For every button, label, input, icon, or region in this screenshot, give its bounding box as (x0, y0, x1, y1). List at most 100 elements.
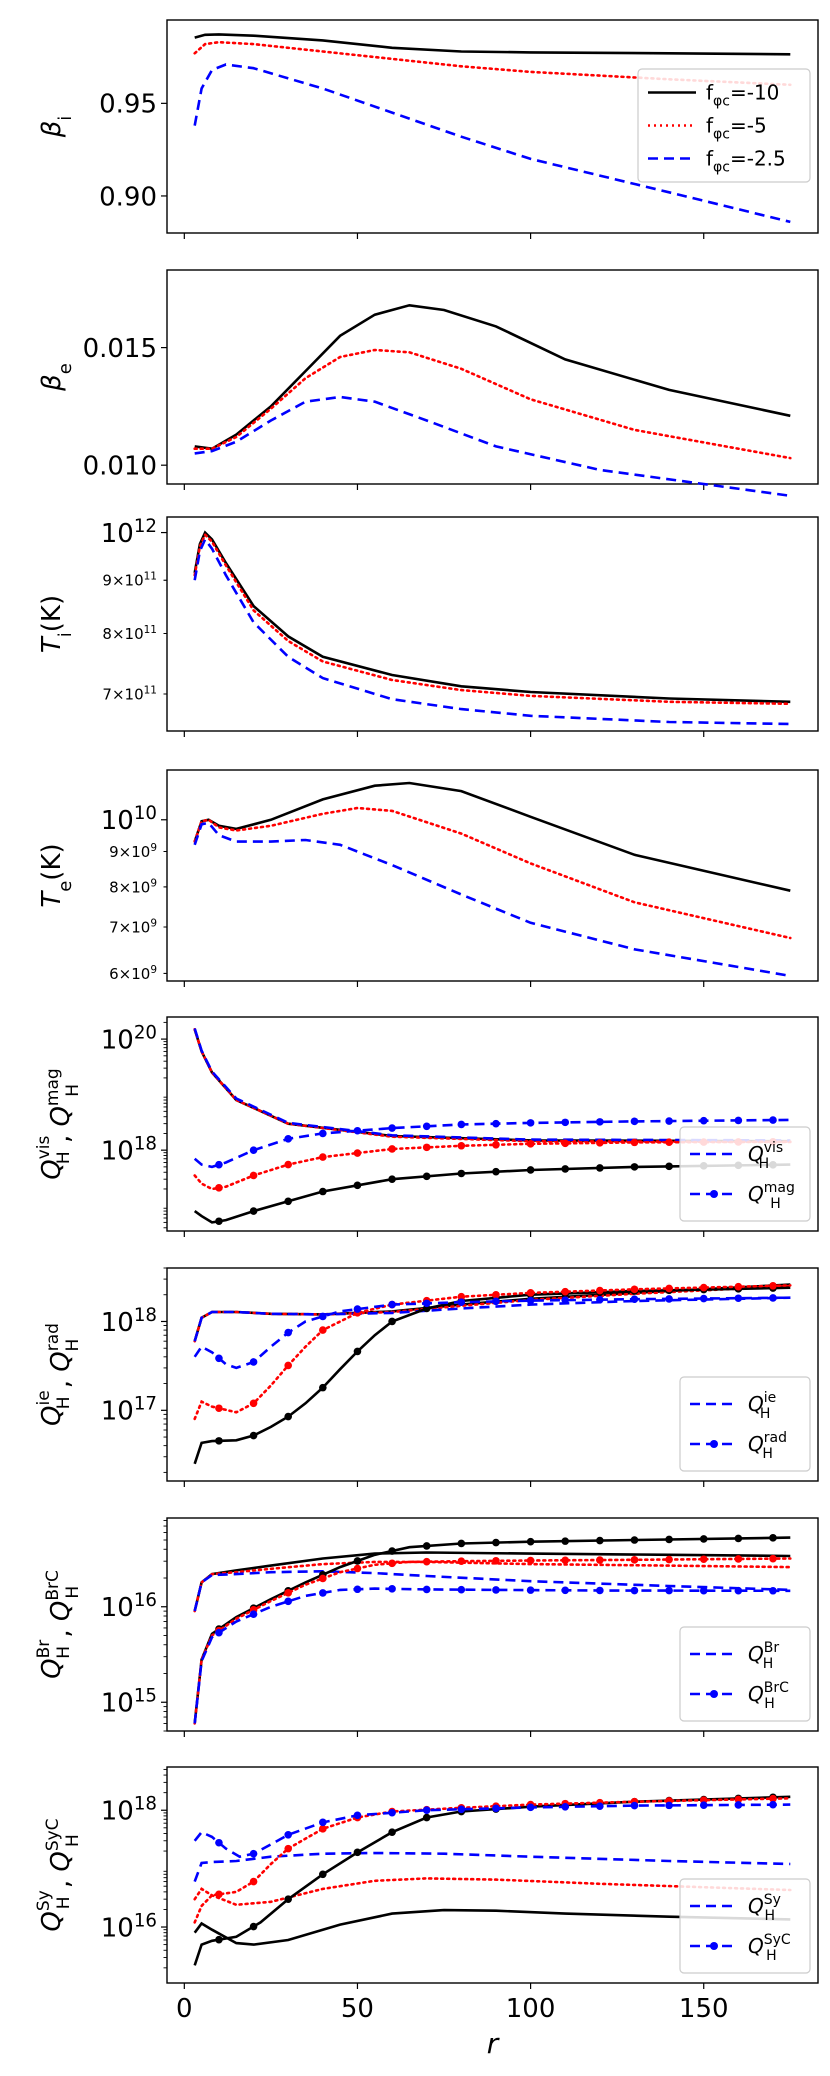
series-marker (422, 1585, 431, 1594)
series-marker (422, 1806, 431, 1815)
legend-label: Qmag H (748, 1180, 795, 1212)
series-marker (526, 1537, 535, 1546)
series-marker (561, 1287, 570, 1296)
series-group (193, 1282, 792, 1465)
series-marker (319, 1870, 327, 1879)
series-marker (734, 1555, 743, 1563)
series-marker (457, 1557, 466, 1565)
legend-frame (637, 68, 811, 183)
series-marker (630, 1138, 639, 1147)
series-marker (319, 1818, 327, 1827)
series-marker (215, 1404, 223, 1413)
series-marker (319, 1574, 327, 1583)
y-tick-label: 8×109 (109, 877, 157, 896)
axes-frame (166, 516, 819, 732)
series-marker (734, 1116, 743, 1125)
series-marker (353, 1811, 362, 1820)
series-marker (319, 1187, 327, 1196)
panel-4: 1010 9×109 8×109 7×109 6×109 Te(K) (37, 769, 819, 987)
series-marker (422, 1813, 431, 1822)
series-marker (596, 1295, 604, 1304)
series-marker (353, 1126, 362, 1135)
series-marker (353, 1149, 362, 1157)
series-marker (249, 1146, 258, 1154)
legend-label: Qvis H (748, 1140, 783, 1172)
series-marker (388, 1547, 396, 1555)
series-marker (284, 1895, 292, 1903)
series-marker (596, 1164, 604, 1172)
series-marker (457, 1120, 466, 1129)
series-marker (734, 1586, 743, 1595)
series-marker (388, 1145, 396, 1153)
legend-label: fφc=-2.5 (706, 146, 786, 175)
series-marker (699, 1586, 708, 1595)
series-group (193, 1028, 792, 1226)
series-marker (561, 1118, 570, 1127)
series-line (194, 395, 791, 498)
series-marker (388, 1124, 396, 1132)
series-marker (215, 1890, 223, 1899)
series-marker (215, 1437, 223, 1445)
series-marker (769, 1294, 777, 1302)
series-line (193, 1286, 791, 1465)
panel-8: 1018 1016 QSyH , QSyCH QSy H QSyC H 0 50 100 150 r (34, 1766, 819, 2060)
series-marker (319, 1383, 327, 1392)
series-marker (526, 1289, 535, 1297)
series-marker (492, 1586, 500, 1594)
series-marker (665, 1117, 673, 1125)
legend-label: QBrC H (748, 1680, 789, 1712)
series-marker (319, 1825, 327, 1833)
series-marker (284, 1197, 292, 1206)
series-marker (492, 1557, 500, 1565)
series-marker (734, 1534, 743, 1543)
y-axis-label: QieH , QradH (34, 1323, 83, 1426)
series-marker (215, 1217, 223, 1226)
series-marker (388, 1808, 396, 1817)
series-marker (734, 1294, 743, 1303)
series-marker (492, 1804, 500, 1813)
legend-label: fφc=-10 (706, 80, 779, 109)
series-marker (388, 1828, 396, 1837)
axes-frame (166, 1766, 819, 1984)
series-group (193, 781, 792, 978)
y-tick-label: 1016 (101, 1590, 157, 1624)
y-tick-label: 1010 (101, 803, 157, 837)
legend-frame (679, 1126, 811, 1222)
series-marker (596, 1286, 604, 1295)
series-line (193, 532, 792, 706)
series-marker (284, 1160, 292, 1169)
series-marker (630, 1117, 639, 1126)
series-marker (388, 1175, 396, 1183)
legend: QSy H QSyC H (679, 1878, 811, 1974)
series-line (193, 1140, 792, 1191)
series-line (193, 1803, 791, 1859)
series-marker (665, 1284, 673, 1293)
series-marker (769, 1282, 777, 1290)
y-tick-label: 0.90 (99, 182, 157, 212)
series-group (193, 303, 792, 498)
series-marker (596, 1556, 604, 1564)
series-marker (353, 1305, 362, 1313)
series-marker (422, 1557, 431, 1566)
x-tick-label: 0 (176, 1994, 193, 2024)
series-marker (457, 1298, 466, 1306)
series-marker (388, 1300, 396, 1309)
series-marker (284, 1135, 292, 1143)
y-axis-label: QBrH , QBrCH (34, 1570, 83, 1679)
series-marker (734, 1795, 743, 1804)
legend-marker (710, 1190, 718, 1198)
series-marker (249, 1399, 258, 1408)
series-marker (699, 1116, 708, 1125)
y-axis-label: βe (37, 363, 76, 392)
y-tick-label: 7×1011 (102, 684, 157, 703)
series-marker (665, 1801, 673, 1810)
legend-label: Qrad H (748, 1430, 787, 1462)
y-tick-label: 1020 (101, 1022, 157, 1056)
series-marker (319, 1589, 327, 1597)
series-marker (699, 1535, 708, 1543)
series-marker (353, 1848, 362, 1857)
series-marker (249, 1358, 258, 1366)
legend-label: QBr H (748, 1640, 779, 1672)
series-line (193, 348, 792, 460)
